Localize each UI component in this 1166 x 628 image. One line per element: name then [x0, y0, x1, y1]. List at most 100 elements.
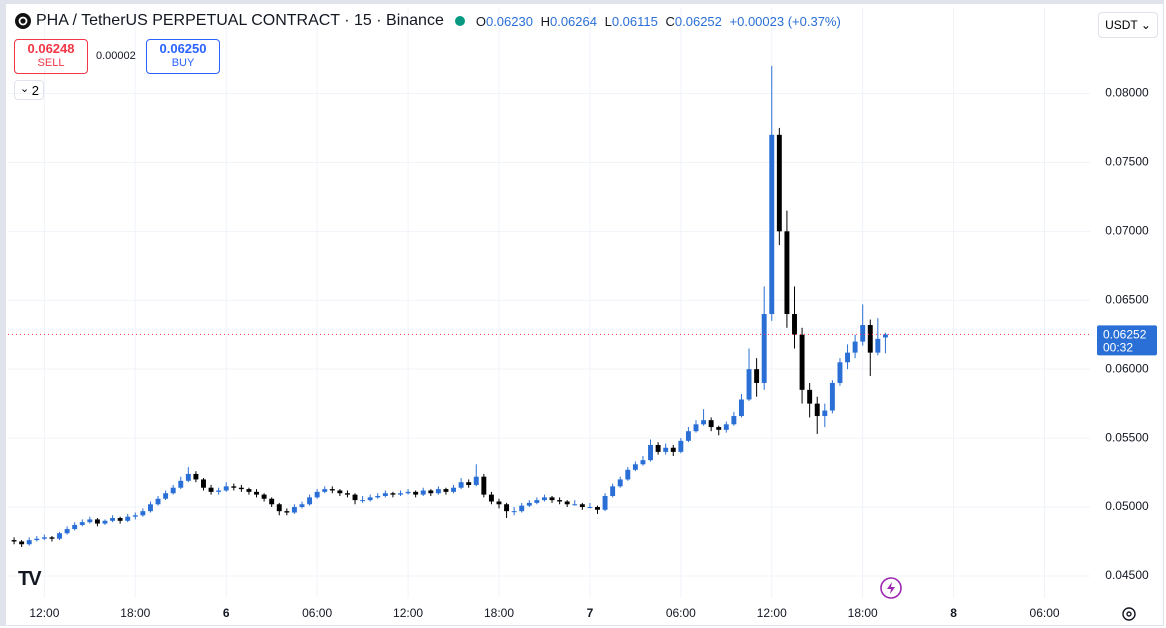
candle-body [648, 444, 653, 461]
y-tick-label: 0.04500 [1105, 568, 1149, 582]
candle-body [26, 540, 32, 545]
chevron: ⌄ [20, 83, 30, 95]
x-tick-label: 8 [950, 606, 957, 620]
candle-body [731, 416, 737, 425]
candle-body [549, 497, 555, 501]
candle-body [587, 507, 593, 509]
candle-body [882, 334, 888, 338]
candle-body [307, 497, 313, 505]
x-tick-label: 06:00 [1030, 606, 1060, 620]
candle-body [269, 498, 275, 505]
settings-icon[interactable] [1120, 605, 1138, 623]
candle-body [761, 314, 767, 383]
candle-body [390, 493, 396, 495]
candle-body [617, 479, 623, 487]
x-tick-label: 06:00 [302, 606, 332, 620]
candle-body [625, 469, 631, 480]
candle-body [155, 498, 161, 505]
candle-body [231, 486, 237, 488]
candle-body [360, 500, 366, 502]
price-tag-countdown: 00:32 [1103, 341, 1133, 355]
candle-body [602, 495, 608, 510]
candle-body [405, 491, 411, 494]
l-label: L [604, 13, 612, 29]
price-tag [1097, 325, 1157, 356]
candle-body [276, 504, 282, 512]
header: PHA / TetherUS PERPETUAL CONTRACT · 15 ·… [14, 12, 845, 30]
candle-body [420, 490, 426, 495]
y-tick-label: 0.05000 [1105, 499, 1149, 513]
candle-body [125, 516, 131, 521]
candle-body [716, 427, 722, 430]
candle-body [11, 540, 17, 542]
candle-body [178, 480, 184, 488]
c-label: C [665, 13, 675, 29]
candle-body [867, 325, 873, 353]
candle-body [473, 476, 479, 485]
candle-body [572, 504, 578, 506]
candle-body [769, 134, 775, 315]
candle-body [670, 447, 676, 452]
change: +0.00023 (+0.37%) [729, 13, 841, 29]
candle-body [693, 424, 699, 432]
candle-body [398, 493, 403, 495]
candle-body [481, 476, 487, 495]
candle-body [640, 460, 646, 465]
buy-price: 0.06250 [159, 41, 207, 56]
candle-body [132, 515, 138, 517]
candle-body [382, 493, 388, 496]
candle-body [663, 447, 669, 452]
x-tick-label: 06:00 [666, 606, 696, 620]
buy-button[interactable]: 0.06250 BUY [146, 39, 220, 74]
candle-body [57, 533, 62, 539]
candle-body [284, 511, 290, 513]
candle-body [329, 489, 335, 491]
sell-label: SELL [37, 57, 65, 69]
candle-body [837, 362, 843, 383]
candle-body [822, 410, 828, 417]
h-label: H [540, 13, 550, 29]
candle-body [322, 489, 328, 492]
candle-body [595, 507, 600, 510]
buy-label: BUY [171, 57, 195, 69]
candle-body [19, 541, 25, 545]
y-tick-label: 0.07000 [1105, 223, 1149, 237]
candle-body [208, 487, 214, 492]
candle-body [526, 502, 532, 506]
candle-body [344, 493, 350, 495]
x-tick-label: 7 [587, 606, 594, 620]
o-label: O [475, 13, 486, 29]
candle-body [41, 537, 47, 539]
candle-body [87, 519, 93, 523]
candle-body [784, 231, 790, 315]
candle-body [72, 524, 78, 530]
candle-body [723, 424, 729, 430]
candle-body [511, 511, 517, 513]
indicators-toggle[interactable]: ⌄ 2 [14, 80, 44, 100]
o-value: 0.06230 [485, 13, 533, 29]
candle-body [451, 487, 456, 492]
candle-body [610, 486, 616, 496]
candle-body [110, 518, 116, 521]
y-tick-label: 0.07500 [1105, 155, 1149, 169]
candle-body [776, 134, 782, 232]
sell-button[interactable]: 0.06248 SELL [14, 39, 88, 74]
candle-body [655, 444, 661, 452]
currency-button[interactable]: USDT ⌄ [1098, 12, 1158, 38]
candle-body [443, 489, 449, 492]
candle-body [557, 500, 563, 502]
candle-body [519, 505, 525, 512]
candle-body [201, 479, 206, 488]
candle-body [94, 519, 100, 524]
candle-body [261, 494, 267, 499]
lightning-icon[interactable] [879, 576, 903, 600]
sell-price: 0.06248 [27, 41, 75, 56]
symbol-title: PHA / TetherUS PERPETUAL CONTRACT · 15 ·… [36, 12, 444, 29]
candle-body [708, 420, 714, 428]
candle-body [746, 369, 752, 400]
candle-body [79, 522, 85, 525]
x-tick-label: 18:00 [484, 606, 514, 620]
candle-body [216, 490, 222, 492]
